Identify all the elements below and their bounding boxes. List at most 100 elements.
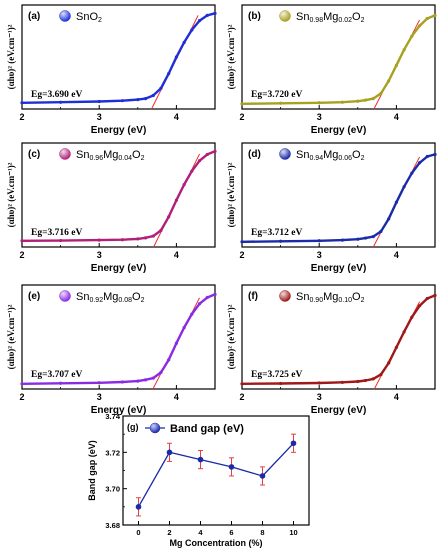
x-axis-label: Energy (eV) — [91, 405, 147, 416]
legend-label: Sn0.92Mg0.08O2 — [76, 291, 145, 304]
x-tick-label: 2 — [19, 392, 24, 402]
legend-marker — [59, 290, 71, 302]
x-tick-label: 2 — [239, 392, 244, 402]
x-tick-label: 3 — [97, 392, 102, 402]
legend-label: Sn0.90Mg0.10O2 — [296, 291, 365, 304]
legend-subscript: 2 — [361, 297, 365, 304]
y-axis-label: (αhυ)² (eV.cm⁻¹)² — [6, 304, 16, 369]
x-tick-label: 2 — [19, 112, 24, 122]
legend-subscript: 0.02 — [338, 17, 352, 24]
series-line — [21, 150, 216, 242]
panel-c: 2 3 4 Energy (eV) (αhυ)² (eV.cm⁻¹)² Eg=3.716 … — [6, 142, 217, 274]
legend-label: Sn0.98Mg0.02O2 — [296, 11, 365, 24]
y-axis-label: (αhυ)² (eV.cm⁻¹)² — [226, 304, 236, 369]
legend-subscript: 2 — [361, 155, 365, 162]
legend-text: O — [352, 149, 361, 161]
x-tick-label: 3 — [97, 250, 102, 260]
x-tick-label: 4 — [174, 112, 179, 122]
x-tick-label: 3 — [97, 112, 102, 122]
x-tick-label: 4 — [174, 392, 179, 402]
legend-subscript: 2 — [141, 155, 145, 162]
legend-text: Mg — [323, 11, 338, 23]
legend-marker — [279, 290, 291, 302]
eg-label: Eg=3.707 eV — [31, 370, 82, 380]
x-axis-label: Energy (eV) — [91, 125, 147, 136]
legend-subscript: 2 — [141, 297, 145, 304]
x-tick-label: 2 — [19, 250, 24, 260]
legend-text: O — [352, 11, 361, 23]
series-line — [21, 293, 216, 385]
legend-subscript: 0.10 — [338, 297, 352, 304]
legend-subscript: 0.06 — [338, 155, 352, 162]
x-tick-label: 3 — [317, 392, 322, 402]
panel-letter: (f) — [248, 291, 258, 302]
legend-label: Sn0.94Mg0.06O2 — [296, 149, 365, 162]
plot-frame — [241, 284, 436, 390]
y-tick-label: 3.72 — [105, 448, 120, 457]
legend-subscript: 0.92 — [89, 297, 103, 304]
x-tick-label: 3 — [317, 250, 322, 260]
eg-label: Eg=3.690 eV — [31, 90, 82, 100]
panel-d: 2 3 4 Energy (eV) (αhυ)² (eV.cm⁻¹)² Eg=3.712 … — [226, 142, 437, 274]
legend-text: Mg — [323, 291, 338, 303]
panel-e: 2 3 4 Energy (eV) (αhυ)² (eV.cm⁻¹)² Eg=3.707 … — [6, 284, 217, 416]
legend-text: O — [352, 291, 361, 303]
legend-text: Sn — [296, 149, 309, 161]
y-axis-label: Band gap (eV) — [87, 440, 97, 501]
series-line — [241, 14, 436, 105]
legend-marker — [149, 422, 161, 434]
y-axis-label: (αhυ)² (eV.cm⁻¹)² — [6, 162, 16, 227]
legend-marker — [279, 10, 291, 22]
legend-text: SnO — [76, 11, 98, 23]
legend-label: Band gap (eV) — [170, 423, 244, 435]
panel-g: 0 2 4 6 8 10 3.68 3.70 3.72 3.74 Mg Concentration … — [87, 412, 310, 548]
panel-letter: (g) — [127, 422, 139, 432]
x-tick-label: 4 — [174, 250, 179, 260]
legend-subscript: 0.98 — [309, 17, 323, 24]
legend-subscript: 0.04 — [118, 155, 132, 162]
eg-label: Eg=3.725 eV — [251, 370, 302, 380]
panel-letter: (a) — [28, 11, 40, 22]
panel-letter: (d) — [248, 149, 261, 160]
x-tick-label: 2 — [167, 528, 171, 537]
x-tick-label: 4 — [394, 112, 399, 122]
x-axis-label: Energy (eV) — [91, 263, 147, 274]
data-point — [228, 464, 235, 470]
eg-label: Eg=3.720 eV — [251, 90, 302, 100]
x-tick-label: 2 — [239, 112, 244, 122]
legend-text: Sn — [296, 291, 309, 303]
x-tick-label: 10 — [289, 528, 297, 537]
x-axis-label: Energy (eV) — [311, 263, 367, 274]
x-axis-label: Mg Concentration (%) — [170, 538, 263, 548]
panel-b: 2 3 4 Energy (eV) (αhυ)² (eV.cm⁻¹)² Eg=3.720 … — [226, 4, 437, 136]
series-line — [241, 294, 436, 385]
series-line — [137, 442, 294, 508]
x-axis-label: Energy (eV) — [311, 405, 367, 416]
x-tick-label: 8 — [260, 528, 264, 537]
plot-frame — [21, 284, 216, 390]
y-axis-label: (αhυ)² (eV.cm⁻¹)² — [226, 162, 236, 227]
legend-subscript: 0.96 — [89, 155, 103, 162]
panel-a: 2 3 4 Energy (eV) (αhυ)² (eV.cm⁻¹)² Eg=3.690 … — [6, 4, 217, 136]
legend-subscript: 0.08 — [118, 297, 132, 304]
legend-text: Mg — [323, 149, 338, 161]
legend-subscript: 0.90 — [309, 297, 323, 304]
data-point — [290, 440, 297, 447]
data-point — [166, 449, 173, 456]
y-tick-label: 3.68 — [105, 521, 120, 530]
x-tick-label: 2 — [239, 250, 244, 260]
y-tick-label: 3.70 — [105, 485, 120, 494]
x-axis-label: Energy (eV) — [311, 125, 367, 136]
x-tick-label: 4 — [198, 528, 203, 537]
x-tick-label: 3 — [317, 112, 322, 122]
legend-text: O — [132, 149, 141, 161]
legend-subscript: 0.94 — [309, 155, 323, 162]
panel-letter: (c) — [28, 149, 40, 160]
legend-subscript: 2 — [98, 17, 102, 24]
plot-frame — [21, 142, 216, 248]
x-tick-label: 0 — [136, 528, 140, 537]
series-line — [241, 153, 436, 243]
legend-text: Sn — [76, 149, 89, 161]
eg-label: Eg=3.712 eV — [251, 228, 302, 238]
data-point — [259, 473, 266, 479]
